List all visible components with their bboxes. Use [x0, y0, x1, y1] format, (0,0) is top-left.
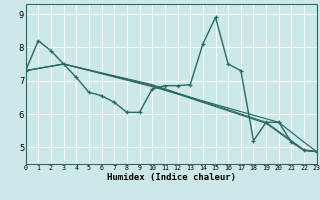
X-axis label: Humidex (Indice chaleur): Humidex (Indice chaleur) — [107, 173, 236, 182]
